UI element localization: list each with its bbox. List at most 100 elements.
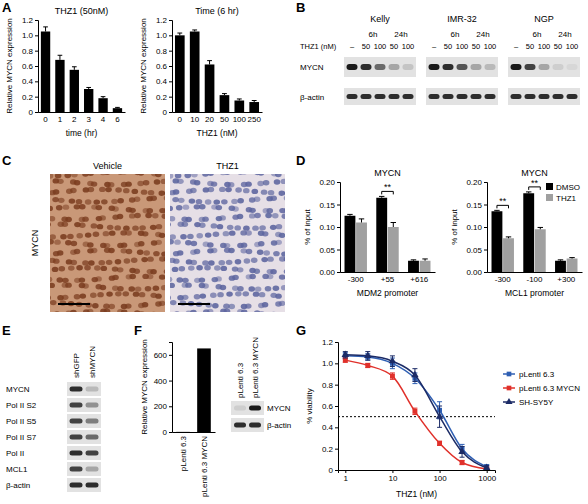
cell-nucleus bbox=[263, 180, 270, 185]
cell-nucleus bbox=[259, 225, 266, 230]
y-axis: 0.000.050.100.150.20 bbox=[319, 178, 340, 277]
band bbox=[485, 64, 496, 70]
tick-mark bbox=[169, 20, 172, 21]
cell-nucleus bbox=[190, 188, 197, 193]
cell-nucleus bbox=[50, 277, 52, 282]
cell-nucleus bbox=[103, 231, 110, 236]
y-axis-title: Relative MYCN expression bbox=[139, 18, 148, 114]
cell-nucleus bbox=[76, 199, 83, 204]
plot-area bbox=[175, 30, 259, 112]
cell-nucleus bbox=[173, 189, 180, 194]
cell-nucleus bbox=[234, 225, 241, 230]
cell-nucleus bbox=[50, 312, 55, 313]
cell-nucleus bbox=[76, 233, 83, 238]
cell-nucleus bbox=[132, 225, 139, 230]
tick: 0.20 bbox=[319, 178, 340, 187]
band bbox=[375, 94, 386, 99]
tick: 20 bbox=[205, 115, 214, 124]
cell-nucleus bbox=[185, 282, 192, 287]
chart-title: MYCN bbox=[374, 168, 401, 178]
cell-nucleus bbox=[108, 182, 115, 187]
cell-nucleus bbox=[227, 225, 234, 230]
cell-nucleus bbox=[52, 267, 59, 272]
cell-nucleus bbox=[253, 291, 260, 296]
tick: 0.6 bbox=[22, 62, 38, 71]
cell-nucleus bbox=[211, 223, 218, 228]
tick: 1.0 bbox=[156, 31, 172, 40]
row-label: Pol II bbox=[6, 449, 24, 458]
cell-nucleus bbox=[267, 274, 274, 279]
cell-nucleus bbox=[94, 265, 101, 270]
cell-nucleus bbox=[150, 312, 157, 313]
tick-mark bbox=[35, 97, 38, 98]
lane-label: – bbox=[514, 42, 519, 51]
x-axis-title: time (hr) bbox=[66, 128, 98, 138]
cell-nucleus bbox=[145, 213, 152, 218]
legend-label: THZ1 bbox=[556, 194, 577, 203]
band bbox=[361, 64, 372, 70]
cell-nucleus bbox=[152, 213, 159, 218]
treatment-label: THZ1 (nM) bbox=[300, 42, 337, 51]
bar bbox=[376, 198, 387, 272]
lane-label: – bbox=[432, 42, 437, 51]
cell-nucleus bbox=[133, 291, 140, 296]
cell-nucleus bbox=[266, 208, 273, 213]
band bbox=[86, 403, 99, 408]
x-axis-title: THZ1 (nM) bbox=[396, 489, 437, 499]
cell-nucleus bbox=[124, 258, 131, 263]
cell-nucleus bbox=[235, 187, 242, 192]
tick-label: 0.8 bbox=[322, 381, 334, 390]
error-bar bbox=[460, 460, 465, 464]
cell-nucleus bbox=[106, 260, 113, 265]
tick: 0 bbox=[163, 108, 172, 117]
cell-nucleus bbox=[164, 207, 165, 212]
tick-label: 1.2 bbox=[22, 16, 34, 25]
tick: 1.2 bbox=[156, 16, 172, 25]
axis-line bbox=[173, 432, 216, 433]
cell-nucleus bbox=[270, 269, 277, 274]
tick-label: 0.20 bbox=[319, 178, 335, 187]
time-label: 6h bbox=[451, 30, 460, 39]
axis-line bbox=[335, 343, 339, 471]
y-axis-title: Relative MYCN expression bbox=[140, 339, 149, 435]
cell-nucleus bbox=[105, 187, 112, 192]
band bbox=[347, 64, 358, 70]
tick: 0.10 bbox=[319, 223, 340, 232]
cell-nucleus bbox=[164, 256, 165, 261]
tick: 1.2 bbox=[322, 338, 338, 347]
tick-label: 1.0 bbox=[322, 359, 334, 368]
axis-line bbox=[341, 272, 436, 273]
tick: +616 bbox=[410, 275, 429, 284]
cell-nucleus bbox=[143, 250, 150, 255]
cell-nucleus bbox=[259, 292, 266, 297]
tick-label: 2 bbox=[72, 115, 77, 124]
cell-nucleus bbox=[84, 265, 91, 270]
cell-nucleus bbox=[125, 303, 132, 308]
cell-nucleus bbox=[224, 174, 231, 175]
cell-nucleus bbox=[232, 275, 239, 280]
lane-label: 100 bbox=[456, 42, 469, 51]
x-axis-title: MCL1 promoter bbox=[505, 288, 564, 298]
cell-nucleus bbox=[141, 189, 148, 194]
cell-nucleus bbox=[76, 265, 83, 270]
blot-membrane bbox=[67, 382, 101, 396]
cell-nucleus bbox=[182, 278, 189, 283]
chart-title: THZ1 (50nM) bbox=[55, 6, 109, 16]
tick-label: 0.20 bbox=[466, 178, 482, 187]
marker bbox=[411, 371, 418, 377]
legend-label: pLenti 6.3 MYCN bbox=[519, 384, 580, 393]
panel-label: B bbox=[296, 0, 305, 15]
cell-nucleus bbox=[54, 311, 61, 312]
bar bbox=[555, 261, 566, 272]
bar bbox=[356, 223, 367, 273]
tick: 0.2 bbox=[22, 93, 38, 102]
cell-nucleus bbox=[106, 291, 113, 296]
cell-nucleus bbox=[251, 258, 258, 263]
cell-nucleus bbox=[150, 225, 157, 230]
error-bar bbox=[526, 192, 531, 193]
band bbox=[86, 483, 99, 488]
bar bbox=[175, 35, 185, 112]
cell-nucleus bbox=[213, 199, 220, 204]
chart: 0200400600pLenti 6.3pLenti 6.3 MYCNRelat… bbox=[140, 339, 216, 497]
column-label: Vehicle bbox=[93, 161, 122, 171]
